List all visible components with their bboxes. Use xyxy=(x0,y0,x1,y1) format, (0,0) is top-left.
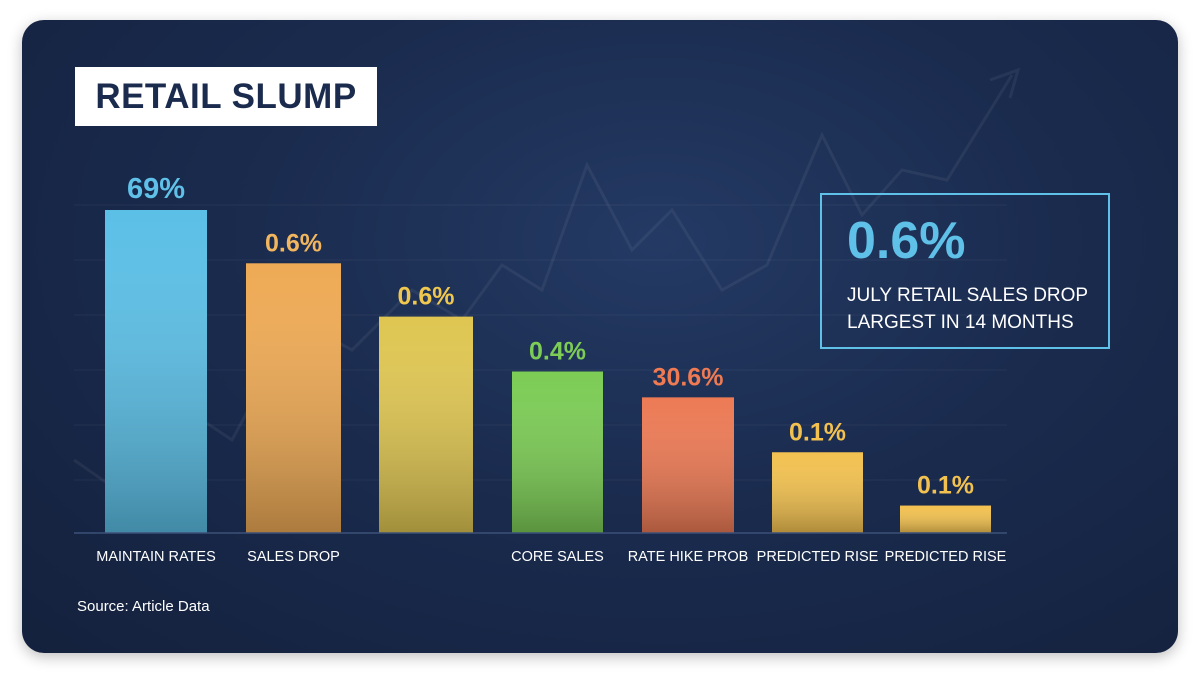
chart-title: RETAIL SLUMP xyxy=(95,76,357,116)
bar-value-label: 69% xyxy=(127,173,185,205)
bar-value-label: 0.6% xyxy=(398,283,455,311)
category-label: MAINTAIN RATES xyxy=(96,549,216,565)
bar-value-label: 30.6% xyxy=(653,363,724,391)
bar-shading xyxy=(246,263,341,533)
source-note: Source: Article Data xyxy=(77,598,210,615)
callout-line-1: JULY RETAIL SALES DROP xyxy=(847,285,1089,306)
bar-value-label: 0.1% xyxy=(789,418,846,446)
highlight-callout: 0.6% JULY RETAIL SALES DROP LARGEST IN 1… xyxy=(820,193,1110,349)
bar-shading xyxy=(642,397,734,533)
background-trend-line xyxy=(73,74,1014,493)
chart-card: 69% MAINTAIN RATES 0.6% SALES DROP 0.6% 0.4% C… xyxy=(22,20,1178,653)
category-label: CORE SALES xyxy=(511,549,604,565)
bar-shading xyxy=(105,210,207,533)
category-label: PREDICTED RISE xyxy=(757,549,879,565)
callout-value: 0.6% xyxy=(847,212,966,270)
bar-group: 0.6% SALES DROP xyxy=(246,229,341,565)
bar-group: 0.4% CORE SALES xyxy=(511,338,604,566)
bar-group: 30.6% RATE HIKE PROB xyxy=(628,363,749,565)
callout-line-2: LARGEST IN 14 MONTHS xyxy=(847,312,1074,333)
bar-shading xyxy=(512,371,603,533)
bar-value-label: 0.6% xyxy=(265,229,322,257)
category-label: RATE HIKE PROB xyxy=(628,549,749,565)
title-box: RETAIL SLUMP xyxy=(75,67,377,126)
bar-group: 0.6% xyxy=(379,283,473,533)
bar-shading xyxy=(379,316,473,533)
bar-shading xyxy=(900,505,991,533)
bar-group: 0.1% PREDICTED RISE xyxy=(757,418,879,565)
bar-value-label: 0.1% xyxy=(917,472,974,500)
category-label: PREDICTED RISE xyxy=(885,549,1007,565)
bar-group: 69% MAINTAIN RATES xyxy=(96,173,216,565)
bar-group: 0.1% PREDICTED RISE xyxy=(885,472,1007,565)
bar-shading xyxy=(772,452,863,533)
category-label: SALES DROP xyxy=(247,549,340,565)
background-arrow-icon xyxy=(989,67,1021,99)
chart-canvas: 69% MAINTAIN RATES 0.6% SALES DROP 0.6% 0.4% C… xyxy=(73,67,1021,566)
bar-value-label: 0.4% xyxy=(529,338,586,366)
